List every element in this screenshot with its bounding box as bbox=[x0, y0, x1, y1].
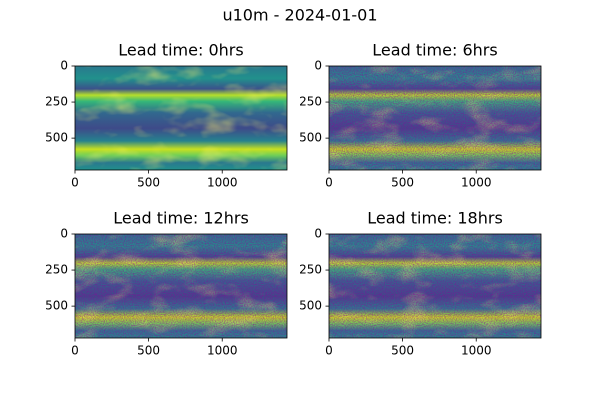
y-tick-label: 0 bbox=[60, 59, 68, 73]
heatmap-structure bbox=[75, 66, 287, 170]
y-tick-label: 250 bbox=[299, 263, 322, 277]
y-tick-label: 0 bbox=[314, 227, 322, 241]
x-tick-label: 500 bbox=[137, 176, 160, 190]
heatmap-noise bbox=[329, 234, 541, 338]
heatmap-noise bbox=[75, 234, 287, 338]
y-tick-label: 500 bbox=[299, 131, 322, 145]
axes-title: Lead time: 0hrs bbox=[118, 41, 243, 60]
heatmap-noise bbox=[329, 66, 541, 170]
x-tick-label: 1000 bbox=[207, 176, 238, 190]
y-tick-label: 0 bbox=[314, 59, 322, 73]
x-tick-label: 1000 bbox=[461, 344, 492, 358]
x-tick-label: 1000 bbox=[461, 176, 492, 190]
axes-frame bbox=[74, 65, 288, 171]
x-tick-label: 0 bbox=[71, 344, 79, 358]
x-tick-label: 0 bbox=[325, 176, 333, 190]
axes-frame bbox=[328, 65, 542, 171]
y-tick-label: 500 bbox=[45, 299, 68, 313]
figure-title: u10m - 2024-01-01 bbox=[222, 6, 377, 25]
y-tick-label: 250 bbox=[45, 263, 68, 277]
x-tick-label: 500 bbox=[391, 344, 414, 358]
x-tick-label: 500 bbox=[391, 176, 414, 190]
axes-frame bbox=[328, 233, 542, 339]
y-tick-label: 0 bbox=[60, 227, 68, 241]
x-tick-label: 1000 bbox=[207, 344, 238, 358]
x-tick-label: 500 bbox=[137, 344, 160, 358]
axes-title: Lead time: 12hrs bbox=[113, 209, 249, 228]
axes-title: Lead time: 18hrs bbox=[367, 209, 503, 228]
y-tick-label: 500 bbox=[45, 131, 68, 145]
y-tick-label: 250 bbox=[45, 95, 68, 109]
y-tick-label: 250 bbox=[299, 95, 322, 109]
x-tick-label: 0 bbox=[325, 344, 333, 358]
axes-title: Lead time: 6hrs bbox=[372, 41, 497, 60]
x-tick-label: 0 bbox=[71, 176, 79, 190]
y-tick-label: 500 bbox=[299, 299, 322, 313]
axes-frame bbox=[74, 233, 288, 339]
